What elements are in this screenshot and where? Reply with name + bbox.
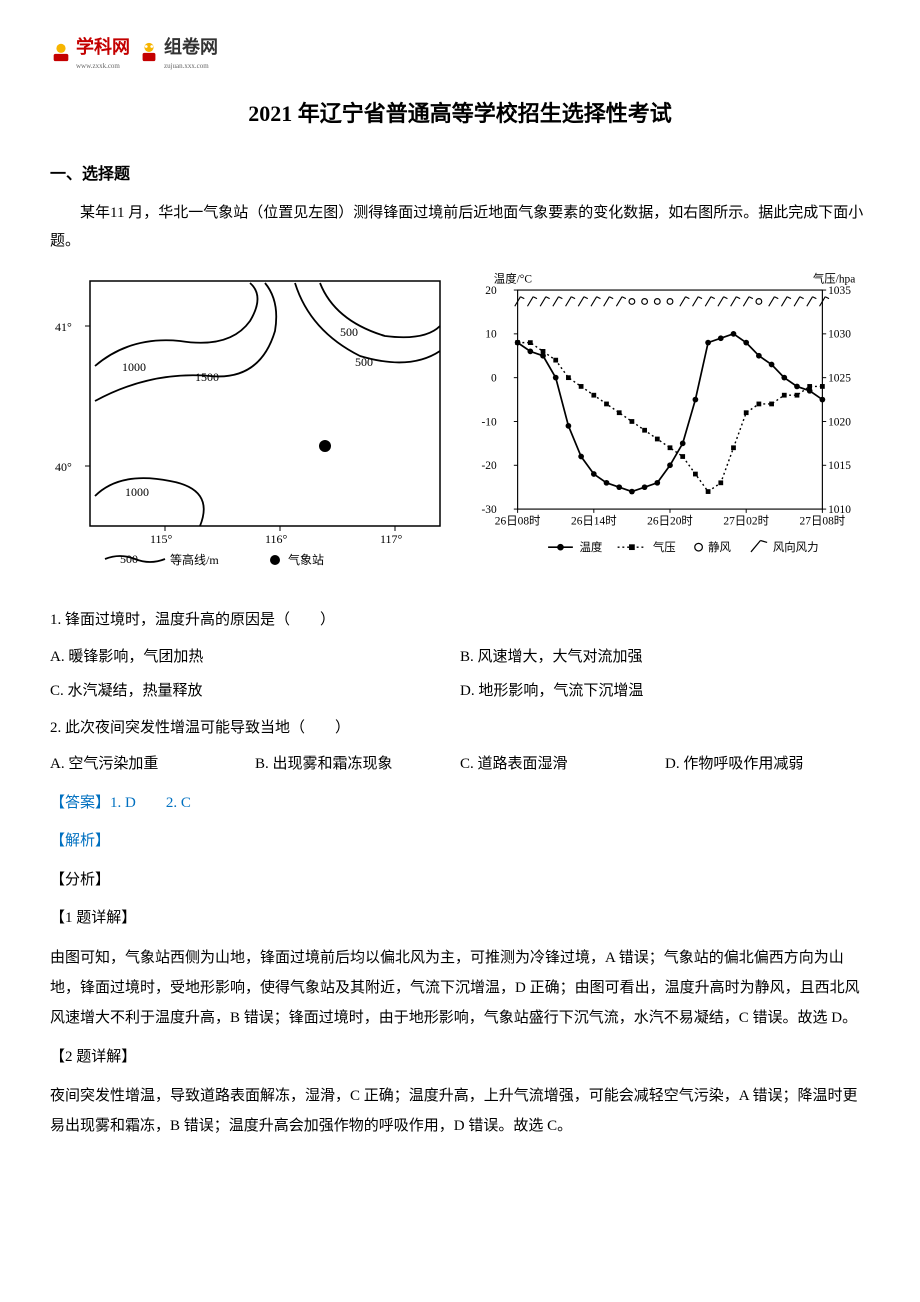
zujuan-icon <box>138 41 160 63</box>
xueke-logo-text: 学科网 <box>76 37 130 57</box>
zujuan-logo: 组卷网 zujuan.xxx.com <box>138 30 218 73</box>
svg-text:风向风力: 风向风力 <box>773 540 819 554</box>
q2-text: 2. 此次夜间突发性增温可能导致当地（ ） <box>50 714 870 743</box>
svg-text:1030: 1030 <box>828 328 851 340</box>
contour-500b: 500 <box>355 355 373 369</box>
svg-text:26日14时: 26日14时 <box>571 514 617 527</box>
y-right-label: 气压/hpa <box>813 271 855 285</box>
svg-text:26日08时: 26日08时 <box>495 514 541 527</box>
temp-markers <box>515 331 825 494</box>
header-logos: 学科网 www.zxxk.com 组卷网 zujuan.xxx.com <box>50 30 870 73</box>
section-heading: 一、选择题 <box>50 160 870 190</box>
svg-text:20: 20 <box>485 285 497 297</box>
chart-legend: 温度 气压 静风 风向风力 <box>548 540 818 554</box>
svg-text:气象站: 气象站 <box>288 552 324 567</box>
svg-text:等高线/m: 等高线/m <box>170 552 219 567</box>
svg-text:0: 0 <box>491 372 497 384</box>
svg-text:1020: 1020 <box>828 416 851 428</box>
svg-text:-10: -10 <box>481 416 497 428</box>
svg-text:气压: 气压 <box>653 540 676 554</box>
pressure-line <box>518 342 823 491</box>
chart-figure: 温度/°C 气压/hpa 20 10 0 -10 -20 -30 1035 1030 1025… <box>470 271 870 582</box>
zujuan-logo-text: 组卷网 <box>164 37 218 57</box>
q2-option-a: A. 空气污染加重 <box>50 750 255 779</box>
svg-text:静风: 静风 <box>708 540 731 554</box>
xueke-logo: 学科网 www.zxxk.com <box>50 30 130 73</box>
q2-option-d: D. 作物呼吸作用减弱 <box>665 750 870 779</box>
contour-1000b: 1000 <box>125 485 149 499</box>
wind-barbs <box>515 296 829 306</box>
lon-116: 116° <box>265 532 288 546</box>
svg-text:26日20时: 26日20时 <box>647 514 693 527</box>
fenxi-heading: 【分析】 <box>50 866 870 895</box>
svg-text:-20: -20 <box>481 460 497 472</box>
contour-1000a: 1000 <box>122 360 146 374</box>
q1-option-c: C. 水汽凝结，热量释放 <box>50 677 460 706</box>
zujuan-logo-sub: zujuan.xxx.com <box>164 60 218 73</box>
map-legend: 500 等高线/m 气象站 <box>105 552 324 567</box>
svg-text:-30: -30 <box>481 504 497 516</box>
svg-text:1035: 1035 <box>828 285 851 297</box>
x-ticks: 26日08时 26日14时 26日20时 27日02时 27日08时 <box>495 509 845 527</box>
contour-500a: 500 <box>340 325 358 339</box>
y-right-ticks: 1035 1030 1025 1020 1015 1010 <box>822 285 851 516</box>
q2-options-row: A. 空气污染加重 B. 出现雾和霜冻现象 C. 道路表面湿滑 D. 作物呼吸作… <box>50 750 870 779</box>
station-dot <box>319 440 331 452</box>
map-figure: 41° 40° 115° 116° 117° 1000 1500 1000 <box>50 271 450 582</box>
lon-117: 117° <box>380 532 403 546</box>
intro-text: 某年11 月，华北一气象站（位置见左图）测得锋面过境前后近地面气象要素的变化数据… <box>50 199 870 256</box>
q1-option-d: D. 地形影响，气流下沉增温 <box>460 677 870 706</box>
answer: 【答案】1. D 2. C <box>50 789 870 818</box>
y-left-label: 温度/°C <box>494 271 532 285</box>
chart-svg: 温度/°C 气压/hpa 20 10 0 -10 -20 -30 1035 1030 1025… <box>470 271 870 557</box>
pressure-markers <box>515 340 825 494</box>
y-left-ticks: 20 10 0 -10 -20 -30 <box>481 285 517 516</box>
lat-40: 40° <box>55 460 72 474</box>
q1-detail-heading: 【1 题详解】 <box>50 904 870 933</box>
q2-option-b: B. 出现雾和霜冻现象 <box>255 750 460 779</box>
xueke-icon <box>50 41 72 63</box>
svg-text:27日02时: 27日02时 <box>723 514 769 527</box>
lon-115: 115° <box>150 532 173 546</box>
q1-option-b: B. 风速增大，大气对流加强 <box>460 643 870 672</box>
xueke-logo-sub: www.zxxk.com <box>76 60 130 73</box>
lat-41: 41° <box>55 320 72 334</box>
q2-detail: 夜间突发性增温，导致道路表面解冻，湿滑，C 正确；温度升高，上升气流增强，可能会… <box>50 1081 870 1141</box>
svg-text:1025: 1025 <box>828 372 851 384</box>
svg-text:1010: 1010 <box>828 504 851 516</box>
svg-text:500: 500 <box>120 552 138 566</box>
q2-option-c: C. 道路表面湿滑 <box>460 750 665 779</box>
map-svg: 41° 40° 115° 116° 117° 1000 1500 1000 <box>50 271 450 571</box>
q1-detail: 由图可知，气象站西侧为山地，锋面过境前后均以偏北风为主，可推测为冷锋过境，A 错… <box>50 943 870 1033</box>
q1-options-row1: A. 暖锋影响，气团加热 B. 风速增大，大气对流加强 <box>50 643 870 672</box>
analysis-label: 【解析】 <box>50 827 870 856</box>
q1-option-a: A. 暖锋影响，气团加热 <box>50 643 460 672</box>
svg-text:1015: 1015 <box>828 460 851 472</box>
contour-1500: 1500 <box>195 370 219 384</box>
q2-detail-heading: 【2 题详解】 <box>50 1043 870 1072</box>
q1-options-row2: C. 水汽凝结，热量释放 D. 地形影响，气流下沉增温 <box>50 677 870 706</box>
q1-text: 1. 锋面过境时，温度升高的原因是（ ） <box>50 606 870 635</box>
svg-text:温度: 温度 <box>580 540 603 554</box>
figures-row: 41° 40° 115° 116° 117° 1000 1500 1000 <box>50 271 870 582</box>
svg-text:27日08时: 27日08时 <box>800 514 846 527</box>
exam-title: 2021 年辽宁省普通高等学校招生选择性考试 <box>50 93 870 135</box>
svg-text:10: 10 <box>485 328 497 340</box>
